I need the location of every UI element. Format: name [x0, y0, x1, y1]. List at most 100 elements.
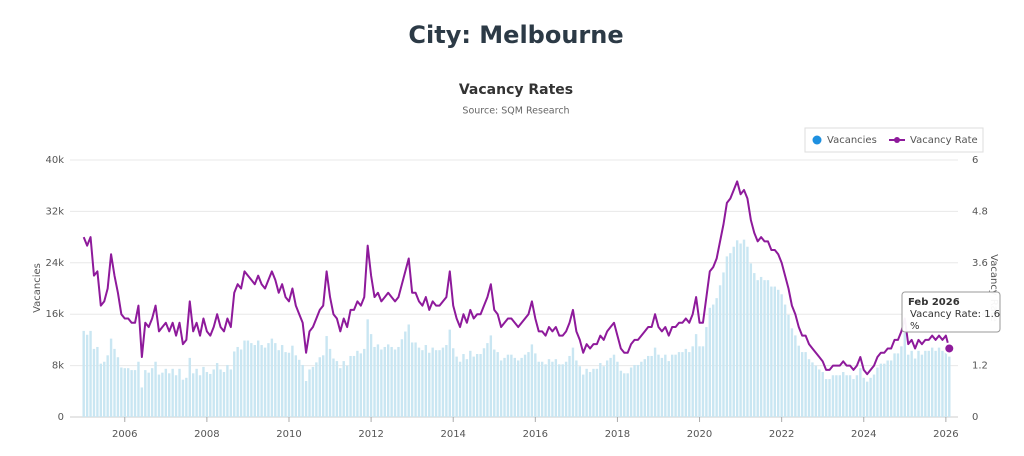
bar: [256, 340, 260, 417]
bar: [239, 349, 243, 417]
bar: [636, 364, 640, 417]
bar: [335, 361, 339, 417]
bar: [852, 379, 855, 417]
bar: [872, 374, 876, 417]
bar: [164, 368, 168, 417]
bar: [547, 359, 551, 417]
x-tick-label: 2026: [933, 429, 958, 440]
y2-tick-label: 4.8: [972, 206, 988, 217]
bar: [544, 364, 547, 417]
bar: [708, 307, 711, 417]
bar: [380, 349, 383, 417]
legend-marker: [894, 137, 900, 143]
bar: [862, 377, 865, 417]
bar: [773, 286, 777, 417]
x-tick-label: 2020: [687, 429, 712, 440]
bar: [691, 346, 694, 417]
bar: [448, 329, 451, 417]
bar: [749, 263, 753, 417]
bar: [879, 363, 883, 417]
bar: [568, 355, 571, 417]
bar: [783, 304, 787, 417]
bar: [414, 342, 417, 417]
bar: [458, 361, 462, 417]
tooltip-box: [901, 291, 1001, 333]
bar: [82, 330, 85, 417]
bar: [831, 375, 835, 417]
bar: [592, 368, 595, 417]
bar: [417, 347, 421, 417]
bar: [222, 372, 226, 417]
bar: [629, 367, 633, 417]
bar: [619, 370, 623, 417]
bar: [191, 373, 195, 417]
x-tick-label: 2008: [194, 429, 219, 440]
bar: [674, 354, 677, 417]
bar: [345, 365, 349, 417]
bar: [886, 360, 889, 417]
bar: [715, 298, 718, 417]
bar: [835, 375, 838, 417]
highlight-point: [943, 342, 956, 355]
bar: [797, 345, 800, 417]
tooltip-title: Feb 2026: [908, 297, 960, 308]
legend-label: Vacancy Rate: [910, 135, 978, 146]
bar: [434, 350, 438, 417]
bar: [554, 359, 558, 417]
bar: [814, 365, 818, 417]
bar: [393, 349, 397, 417]
bar: [605, 360, 609, 417]
x-tick-label: 2014: [440, 429, 465, 440]
bar: [770, 286, 773, 417]
bar: [643, 359, 646, 417]
bar: [807, 359, 811, 417]
bar: [452, 348, 455, 417]
x-tick-label: 2012: [358, 429, 383, 440]
bar: [506, 354, 510, 417]
bar: [561, 364, 564, 417]
bar: [369, 334, 373, 417]
bar: [469, 350, 472, 417]
bar: [352, 355, 356, 417]
bar: [482, 348, 486, 417]
y-tick-label: 24k: [45, 258, 64, 269]
bar: [941, 350, 944, 417]
bar: [848, 375, 852, 417]
bar: [205, 372, 209, 417]
bar: [499, 360, 503, 417]
bar: [510, 354, 513, 417]
bar: [705, 327, 708, 417]
y-tick-label: 32k: [45, 206, 64, 217]
bar: [944, 345, 948, 417]
bar: [934, 350, 937, 417]
bar: [431, 347, 434, 417]
bar: [147, 372, 150, 417]
bar: [133, 370, 137, 417]
bar: [821, 372, 824, 417]
bar: [920, 354, 924, 417]
bar: [428, 352, 431, 417]
bar: [441, 347, 445, 417]
bar: [732, 246, 735, 417]
bar: [551, 361, 554, 417]
tooltip-text-part: %: [910, 321, 920, 332]
bar: [106, 355, 109, 417]
bar: [150, 368, 154, 417]
bar: [209, 373, 212, 417]
bar: [729, 253, 732, 417]
bar: [185, 377, 188, 417]
bar: [328, 348, 332, 417]
bar: [287, 352, 291, 417]
bar: [253, 345, 256, 417]
bar: [540, 361, 544, 417]
bar: [527, 352, 530, 417]
bar: [103, 361, 106, 417]
bar: [465, 359, 469, 417]
bar: [896, 353, 900, 417]
bar: [493, 349, 496, 417]
bar: [558, 364, 561, 417]
bar: [383, 346, 386, 417]
bar: [790, 328, 794, 417]
bar: [144, 370, 147, 417]
page-title: City: Melbourne: [408, 21, 623, 49]
